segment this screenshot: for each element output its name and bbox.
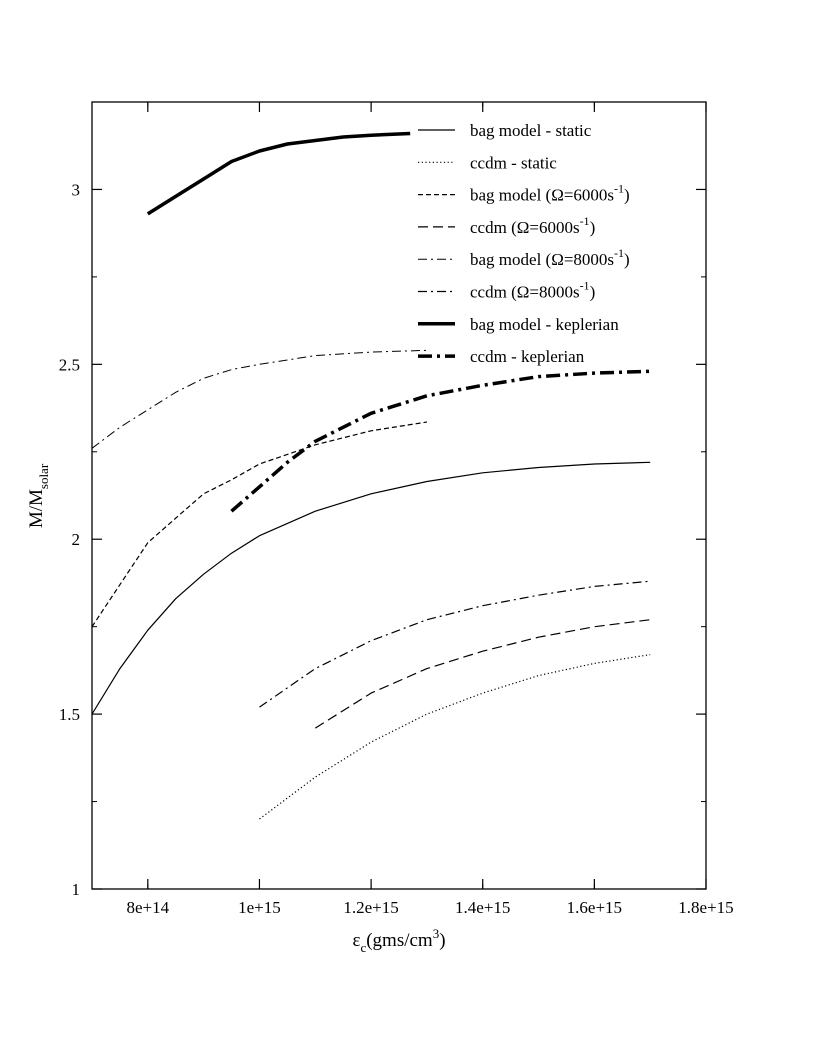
x-tick-label: 1e+15 [238, 898, 281, 917]
series-line-ccdm-keplerian [230, 369, 651, 513]
y-tick-label: 2.5 [59, 355, 80, 374]
legend-label-close: ) [590, 283, 596, 302]
plot-frame [91, 101, 707, 890]
x-axis-title-unit-sup: 3 [433, 926, 440, 941]
legend-label: ccdm - static [470, 153, 557, 172]
legend-label-sup: -1 [614, 182, 624, 196]
series-line-ccdm-6000s-1 [314, 619, 651, 729]
legend-label: bag model - keplerian [470, 315, 619, 334]
series-line-ccdm-static [259, 654, 651, 820]
series-line-bag-model-keplerian [146, 131, 411, 216]
x-axis-title-base: ε [352, 930, 360, 951]
legend-label-close: ) [624, 250, 630, 269]
legend-label: ccdm - keplerian [470, 347, 585, 366]
x-tick-label: 1.8e+15 [678, 898, 733, 917]
y-tick-label: 2 [72, 530, 81, 549]
x-axis-title-unit: (gms/cm [366, 930, 433, 951]
legend-label: bag model - static [470, 121, 592, 140]
tick-layer: 8e+14 1e+15 1.2e+15 1.4e+15 1.6e+15 1.8e+15 1 1… [59, 102, 734, 917]
x-axis-title-unit-close: ) [439, 930, 445, 951]
y-axis-title-sub: solar [36, 463, 51, 489]
legend-label-sup: -1 [580, 214, 590, 228]
y-tick-label: 1 [72, 880, 81, 899]
y-tick-label: 3 [72, 180, 81, 199]
x-axis-title: εc(gms/cm3) [352, 926, 445, 955]
x-tick-label: 1.2e+15 [343, 898, 398, 917]
legend-label-sup: -1 [580, 279, 590, 293]
series-line-bag-model-static [92, 461, 651, 715]
legend-label-close: ) [590, 218, 596, 237]
x-axis-title-sub: c [360, 940, 366, 955]
x-tick-label: 8e+14 [126, 898, 169, 917]
series-layer [92, 131, 651, 820]
series-line-bag-model-6000s-1 [92, 421, 427, 628]
legend-label-sup: -1 [614, 246, 624, 260]
legend-label-base: ccdm (Ω=8000s [470, 283, 580, 302]
legend-label-base: ccdm (Ω=6000s [470, 218, 580, 237]
legend: bag model - static ccdm - static bag model… [418, 121, 630, 366]
series-line-ccdm-8000s-1 [259, 580, 651, 708]
legend-label: bag model (Ω=6000s-1) [470, 182, 630, 205]
legend-label: ccdm (Ω=6000s-1) [470, 214, 595, 237]
y-tick-label: 1.5 [59, 705, 80, 724]
legend-label: bag model (Ω=8000s-1) [470, 246, 630, 269]
legend-label-base: bag model (Ω=8000s [470, 250, 614, 269]
series-line-bag-model-8000s-1 [92, 349, 427, 449]
legend-label: ccdm (Ω=8000s-1) [470, 279, 595, 302]
x-tick-label: 1.4e+15 [455, 898, 510, 917]
y-axis-title: M/Msolar [26, 463, 51, 528]
legend-label-base: bag model (Ω=6000s [470, 186, 614, 205]
legend-label-close: ) [624, 186, 630, 205]
y-axis-title-base: M/M [26, 489, 47, 528]
x-tick-label: 1.6e+15 [567, 898, 622, 917]
